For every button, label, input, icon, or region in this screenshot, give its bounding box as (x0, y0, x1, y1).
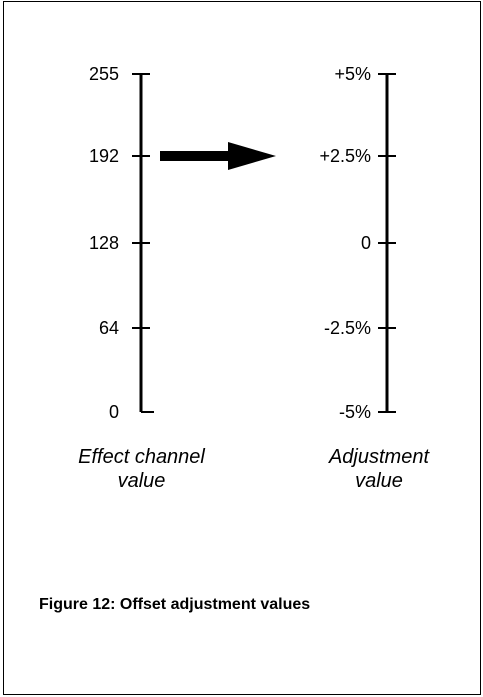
right-tick-label: +5% (334, 64, 371, 84)
left-axis-caption-line: Effect channel (78, 446, 205, 468)
right-tick-label: -2.5% (323, 318, 371, 338)
right-tick-label: +2.5% (319, 146, 371, 166)
left-axis-caption-line: value (117, 470, 166, 492)
right-axis-caption-line: Adjustment (328, 446, 430, 468)
left-tick-label: 192 (88, 146, 119, 166)
figure-caption: Figure 12: Offset adjustment values (39, 596, 311, 613)
arrow-head (228, 142, 276, 170)
right-axis-caption: Adjustment value (294, 445, 464, 493)
left-tick-label: 255 (88, 64, 119, 84)
left-axis-caption: Effect channel value (34, 445, 249, 493)
left-tick-label: 0 (108, 402, 119, 422)
arrow-shaft (160, 151, 232, 161)
left-tick-label: 128 (88, 233, 119, 253)
right-axis-caption-line: value (355, 470, 403, 492)
left-tick-label: 64 (98, 318, 119, 338)
right-tick-label: 0 (360, 233, 371, 253)
figure-frame: 255 192 128 64 0 +5% +2.5% 0 -2.5% -5% E… (3, 1, 481, 695)
right-tick-label: -5% (338, 402, 371, 422)
offset-diagram (132, 73, 396, 413)
